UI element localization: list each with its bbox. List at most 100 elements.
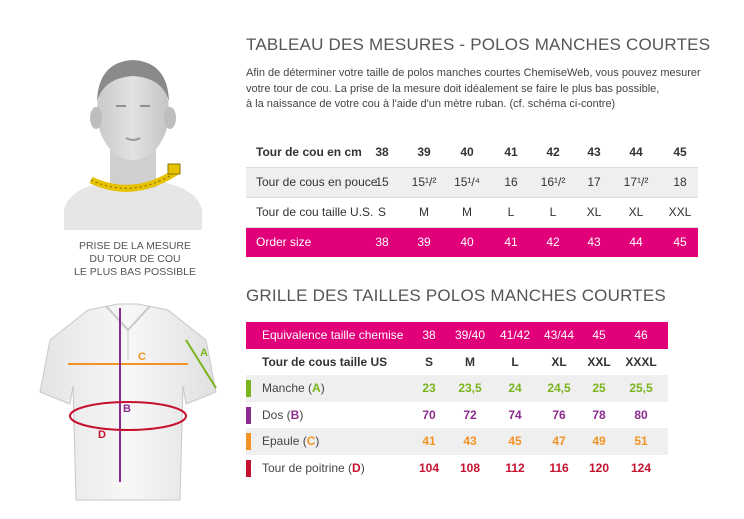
intro-text: Afin de déterminer votre taille de polos… xyxy=(246,66,716,113)
row-label: Tour de cou en cm xyxy=(256,145,362,159)
table-cell: XL xyxy=(551,354,567,369)
shirt-equivalence-row: Equivalence taille chemise 38 39/40 41/42 43… xyxy=(246,322,668,349)
label-c: C xyxy=(138,351,146,363)
table-cell: 15 xyxy=(375,175,389,189)
measure-row: Tour de cous en pouce 15 15¹/² 15¹/⁴ 16 16¹/²… xyxy=(246,168,698,198)
table-cell: 43 xyxy=(587,235,601,249)
color-marker xyxy=(246,433,251,450)
table-cell: 41 xyxy=(422,434,436,448)
table-cell: 43 xyxy=(587,145,601,159)
row-label: Tour de cou taille U.S. xyxy=(256,205,374,219)
table-cell: 49 xyxy=(592,434,606,448)
measurement-caption: PRISE DE LA MESURE DU TOUR DE COU LE PLU… xyxy=(40,240,230,279)
table-cell: 70 xyxy=(422,407,436,422)
caption-line: DU TOUR DE COU xyxy=(89,253,181,265)
label-text: Epaule ( xyxy=(262,434,307,448)
intro-line: votre tour de cou. La prise de la mesure… xyxy=(246,82,660,95)
table-cell: XXL xyxy=(668,205,692,219)
color-marker xyxy=(246,406,251,424)
table-cell: 17¹/² xyxy=(623,175,649,189)
table-cell: M xyxy=(419,205,429,219)
table-cell: 43 xyxy=(463,434,477,448)
table-cell: XL xyxy=(586,205,602,219)
table-cell: 41/42 xyxy=(499,328,531,342)
measure-letter: A xyxy=(312,381,321,395)
size-grid-title: GRILLE DES TAILLES POLOS MANCHES COURTES xyxy=(246,286,666,305)
table-cell: L xyxy=(507,205,515,219)
table-cell: 39/40 xyxy=(454,328,486,342)
table-cell: 38 xyxy=(375,145,389,159)
size-grid-table: Equivalence taille chemise 38 39/40 41/42 43… xyxy=(246,322,668,481)
label-text: Manche ( xyxy=(262,381,313,395)
table-cell: 38 xyxy=(422,328,436,342)
row-label: Tour de cous taille US xyxy=(262,354,388,369)
table-cell: 42 xyxy=(546,235,560,249)
table-cell: 39 xyxy=(417,235,431,249)
order-size-row: Order size 38 39 40 41 42 43 44 45 xyxy=(246,228,698,257)
table-cell: 17 xyxy=(587,175,601,189)
table-cell: 16 xyxy=(504,175,518,189)
intro-line: à la naissance de votre cou à l'aide d'u… xyxy=(246,98,616,110)
table-cell: 18 xyxy=(673,175,687,189)
table-cell: 44 xyxy=(629,235,643,249)
table-cell: 38 xyxy=(375,235,389,249)
label-close: ) xyxy=(315,434,320,448)
table-cell: M xyxy=(465,354,475,369)
table-cell: 41 xyxy=(504,235,518,249)
label-text: Tour de poitrine ( xyxy=(262,460,353,475)
table-cell: S xyxy=(377,205,386,219)
intro-line: Afin de déterminer votre taille de polos… xyxy=(246,67,701,79)
label-a: A xyxy=(200,347,208,359)
table-cell: XXL xyxy=(587,354,611,369)
row-label: Tour de poitrine (D) xyxy=(262,455,365,481)
label-b: B xyxy=(123,403,131,415)
label-d: D xyxy=(98,429,106,441)
table-cell: 45 xyxy=(592,328,606,342)
table-cell: 44 xyxy=(629,145,643,159)
us-size-row: Tour de cous taille US S M L XL XXL XXXL xyxy=(246,349,668,376)
table-cell: 40 xyxy=(460,145,474,159)
measure-letter: D xyxy=(352,460,361,475)
table-cell: 78 xyxy=(592,407,606,422)
table-cell: 47 xyxy=(552,434,566,448)
table-cell: 45 xyxy=(508,434,522,448)
measure-letter: C xyxy=(306,434,316,448)
row-label: Order size xyxy=(256,235,312,249)
neck-size-table: Tour de cou en cm 38 39 40 41 42 43 44 45 Tour de… xyxy=(246,138,698,257)
table-cell: 43/44 xyxy=(543,328,575,342)
table-cell: 15¹/² xyxy=(411,175,437,189)
caption-line: PRISE DE LA MESURE xyxy=(78,240,192,252)
measurement-table-title: TABLEAU DES MESURES - POLOS MANCHES COUR… xyxy=(246,35,711,54)
table-cell: 108 xyxy=(459,460,481,475)
table-cell: XXXL xyxy=(625,354,657,369)
table-cell: 25,5 xyxy=(629,381,653,395)
table-cell: 15¹/⁴ xyxy=(454,175,480,189)
table-cell: 40 xyxy=(460,235,474,249)
table-cell: L xyxy=(549,205,557,219)
table-cell: 80 xyxy=(634,407,648,422)
color-marker xyxy=(246,380,251,397)
label-text: Dos ( xyxy=(262,407,291,422)
row-label: Dos (B) xyxy=(262,402,303,428)
table-cell: 51 xyxy=(634,434,648,448)
table-cell: 41 xyxy=(504,145,518,159)
color-marker xyxy=(246,459,251,477)
table-cell: 16¹/² xyxy=(540,175,566,189)
table-cell: 45 xyxy=(673,145,687,159)
table-cell: 45 xyxy=(673,235,687,249)
table-cell: 120 xyxy=(588,460,610,475)
row-label: Manche (A) xyxy=(262,375,325,401)
table-cell: 46 xyxy=(634,328,648,342)
table-cell: M xyxy=(462,205,472,219)
measure-row: Tour de poitrine (D) 104 108 112 116 120 124 xyxy=(246,455,668,482)
table-cell: 124 xyxy=(630,460,652,475)
table-cell: 72 xyxy=(463,407,477,422)
measure-letter: B xyxy=(290,407,300,422)
table-cell: 104 xyxy=(418,460,440,475)
label-close: ) xyxy=(299,407,304,422)
measure-row: Dos (B) 70 72 74 76 78 80 xyxy=(246,402,668,429)
table-cell: 25 xyxy=(592,381,606,395)
measure-row: Tour de cou en cm 38 39 40 41 42 43 44 45 xyxy=(246,138,698,168)
row-label: Tour de cous en pouce xyxy=(256,175,378,189)
measure-row: Epaule (C) 41 43 45 47 49 51 xyxy=(246,428,668,455)
